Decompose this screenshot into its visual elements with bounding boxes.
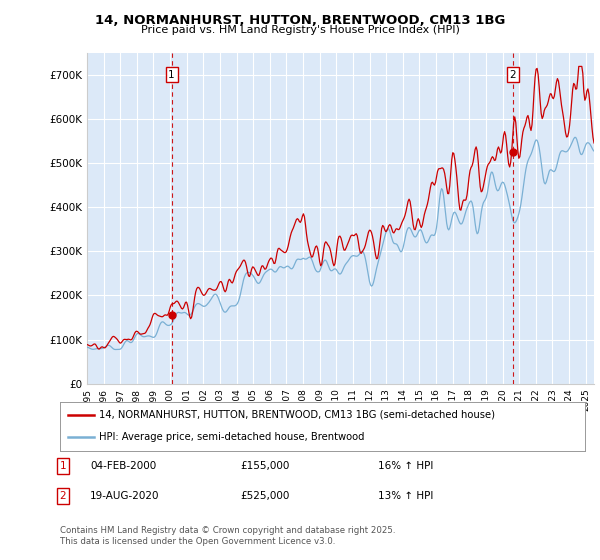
Text: 19-AUG-2020: 19-AUG-2020	[90, 491, 160, 501]
Text: £525,000: £525,000	[240, 491, 289, 501]
Text: 13% ↑ HPI: 13% ↑ HPI	[378, 491, 433, 501]
Text: HPI: Average price, semi-detached house, Brentwood: HPI: Average price, semi-detached house,…	[100, 432, 365, 442]
Text: 16% ↑ HPI: 16% ↑ HPI	[378, 461, 433, 471]
Text: 1: 1	[59, 461, 67, 471]
Text: 2: 2	[510, 69, 517, 80]
Text: 14, NORMANHURST, HUTTON, BRENTWOOD, CM13 1BG: 14, NORMANHURST, HUTTON, BRENTWOOD, CM13…	[95, 14, 505, 27]
Text: Contains HM Land Registry data © Crown copyright and database right 2025.
This d: Contains HM Land Registry data © Crown c…	[60, 526, 395, 546]
Text: 04-FEB-2000: 04-FEB-2000	[90, 461, 156, 471]
Text: 14, NORMANHURST, HUTTON, BRENTWOOD, CM13 1BG (semi-detached house): 14, NORMANHURST, HUTTON, BRENTWOOD, CM13…	[100, 410, 496, 420]
Text: 1: 1	[168, 69, 175, 80]
Text: Price paid vs. HM Land Registry's House Price Index (HPI): Price paid vs. HM Land Registry's House …	[140, 25, 460, 35]
Text: 2: 2	[59, 491, 67, 501]
Text: £155,000: £155,000	[240, 461, 289, 471]
